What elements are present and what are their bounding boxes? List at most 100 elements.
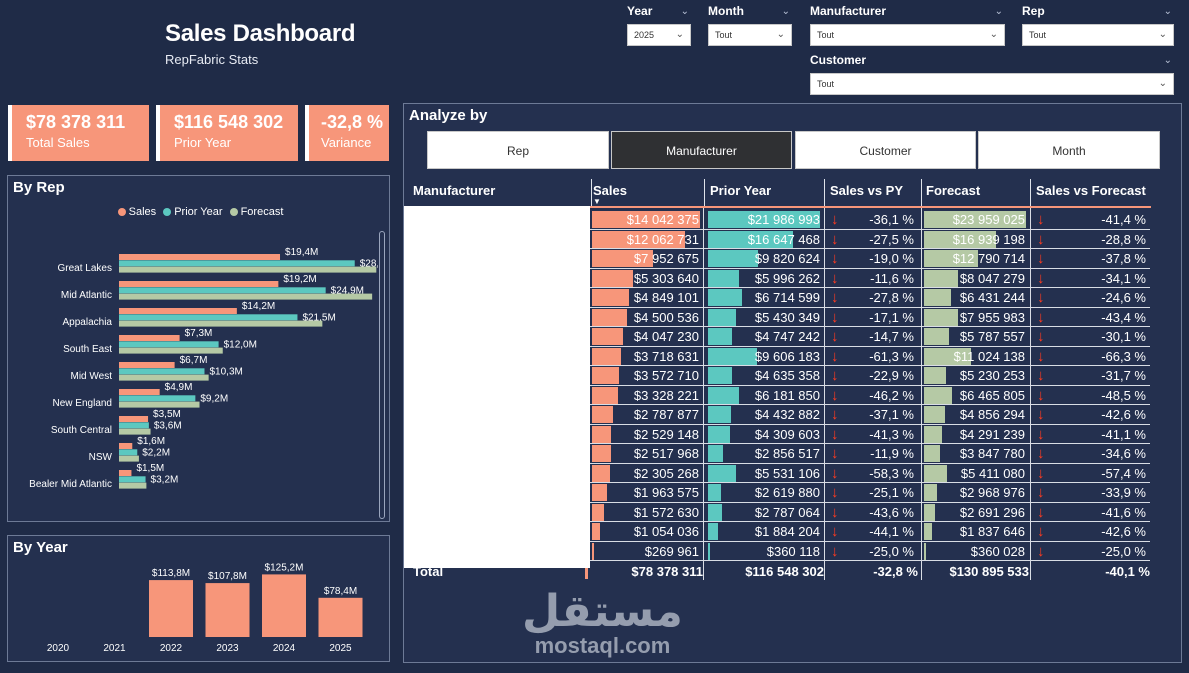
down-arrow-icon: ↓: [1037, 367, 1045, 384]
legend-prior-year[interactable]: Prior Year: [174, 206, 223, 218]
forecast-cell: $3 847 780: [959, 446, 1025, 461]
col-sales-vs-py[interactable]: Sales vs PY: [825, 179, 922, 206]
rep-data-label: $6,7M: [180, 355, 208, 366]
tab-manufacturer[interactable]: Manufacturer: [611, 131, 792, 169]
rep-bar-forecast: [119, 347, 223, 354]
prior-year-bar: [708, 308, 736, 326]
forecast-bar: [924, 328, 949, 345]
tab-month[interactable]: Month: [978, 131, 1160, 169]
row-divider: [590, 462, 1150, 464]
chevron-down-icon[interactable]: ⌄: [781, 6, 790, 17]
forecast-bar: [924, 386, 952, 404]
col-sales-vs-forecast[interactable]: Sales vs Forecast: [1036, 183, 1146, 198]
manufacturer-filter-label: Manufacturer: [810, 4, 887, 18]
row-divider: [590, 287, 1150, 288]
rep-category-label: NSW: [89, 452, 113, 463]
col-prior-year[interactable]: Prior Year: [705, 179, 825, 206]
rep-data-label: $1,5M: [136, 463, 164, 474]
by-rep-legend: Sales Prior Year Forecast: [8, 206, 389, 218]
month-select-value: Tout: [715, 30, 733, 40]
customer-select[interactable]: Tout ⌄: [810, 73, 1174, 95]
prior-year-cell: $21 986 993: [747, 212, 820, 227]
sales-vs-forecast-cell: -25,0 %: [1101, 543, 1146, 559]
rep-bar-forecast: [119, 401, 200, 408]
rep-category-label: Mid West: [71, 371, 113, 382]
year-select[interactable]: 2025 ⌄: [627, 24, 691, 46]
total-sales: $78 378 311: [631, 564, 703, 579]
kpi-prior-year: $116 548 302 Prior Year: [156, 105, 298, 161]
sales-vs-forecast-cell: -48,5 %: [1101, 387, 1146, 403]
rep-bar-forecast: [119, 428, 151, 435]
month-filter-label: Month: [708, 4, 744, 18]
down-arrow-icon: ↓: [1037, 250, 1045, 267]
year-tick-label: 2023: [216, 643, 239, 654]
watermark-latin: mostaql.com: [534, 633, 671, 658]
tab-customer[interactable]: Customer: [795, 131, 976, 169]
forecast-cell: $1 837 646: [959, 524, 1025, 539]
chevron-down-icon[interactable]: ⌄: [994, 6, 1003, 17]
rep-data-label: $1,6M: [137, 436, 165, 447]
year-tick-label: 2024: [273, 643, 296, 654]
legend-sales[interactable]: Sales: [128, 206, 157, 218]
chevron-down-icon[interactable]: ⌄: [1163, 55, 1172, 66]
prior-year-bar: [708, 269, 739, 287]
prior-year-bar: [708, 367, 732, 384]
forecast-bar: [924, 542, 926, 560]
prior-year-cell: $4 309 603: [754, 426, 820, 442]
col-sales[interactable]: Sales: [588, 179, 705, 206]
down-arrow-icon: ↓: [831, 406, 839, 423]
year-tick-label: 2022: [160, 643, 183, 654]
sales-vs-py-cell: -11,6 %: [870, 270, 914, 286]
down-arrow-icon: ↓: [831, 425, 839, 443]
month-select[interactable]: Tout ⌄: [708, 24, 792, 46]
rep-category-label: South East: [63, 344, 112, 355]
rep-data-label: $12,0M: [224, 339, 257, 350]
total-sales-vs-forecast: -40,1 %: [1105, 564, 1150, 579]
dropdown-chevron-icon: ⌄: [1158, 78, 1167, 89]
forecast-bar: [924, 503, 936, 521]
rep-category-label: Bealer Mid Atlantic: [29, 479, 112, 490]
down-arrow-icon: ↓: [1037, 503, 1045, 521]
total-label: Total: [413, 564, 444, 579]
by-rep-scrollbar[interactable]: [379, 231, 385, 519]
sales-bar: [592, 386, 618, 404]
sales-bar: [592, 250, 654, 267]
rep-bar-sales: [119, 470, 132, 476]
row-divider: [590, 306, 1150, 308]
forecast-cell: $5 230 253: [959, 368, 1025, 383]
tab-rep[interactable]: Rep: [427, 131, 609, 169]
chevron-down-icon[interactable]: ⌄: [680, 6, 689, 17]
down-arrow-icon: ↓: [1037, 386, 1045, 404]
sales-vs-py-cell: -25,1 %: [869, 485, 914, 500]
forecast-cell: $4 291 239: [959, 426, 1025, 442]
prior-year-cell: $2 856 517: [754, 446, 820, 461]
down-arrow-icon: ↓: [1037, 445, 1045, 462]
rep-category-label: Mid Atlantic: [61, 290, 112, 301]
sales-bar: [592, 211, 700, 228]
legend-forecast[interactable]: Forecast: [240, 206, 284, 218]
rep-category-label: Appalachia: [63, 317, 113, 328]
prior-year-bar: [708, 542, 710, 560]
rep-select[interactable]: Tout ⌄: [1022, 24, 1174, 46]
rep-data-label: $14,2M: [242, 301, 275, 312]
forecast-bar: [924, 308, 958, 326]
sales-bar: [592, 367, 620, 384]
sales-vs-py-cell: -11,9 %: [870, 446, 914, 461]
sales-cell: $12 062 731: [626, 231, 699, 247]
sales-cell: $2 517 968: [633, 446, 699, 461]
total-prior-year: $116 548 302: [745, 564, 824, 579]
prior-year-bar: [708, 289, 743, 306]
customer-select-value: Tout: [817, 79, 835, 89]
year-filter: Year ⌄ 2025 ⌄: [627, 4, 691, 48]
down-arrow-icon: ↓: [1037, 347, 1045, 365]
dropdown-chevron-icon: ⌄: [675, 29, 684, 40]
table-header: Manufacturer Sales ▼ Prior Year Sales vs…: [404, 179, 1151, 208]
sales-cell: $1 572 630: [633, 504, 699, 520]
col-manufacturer[interactable]: Manufacturer: [408, 179, 592, 206]
chevron-down-icon[interactable]: ⌄: [1163, 6, 1172, 17]
prior-year-cell: $6 714 599: [754, 290, 820, 305]
col-forecast[interactable]: Forecast: [921, 179, 1031, 206]
manufacturer-select[interactable]: Tout ⌄: [810, 24, 1005, 46]
rep-data-label: $7,3M: [185, 328, 213, 339]
watermark-arabic: مستقل: [522, 587, 683, 636]
